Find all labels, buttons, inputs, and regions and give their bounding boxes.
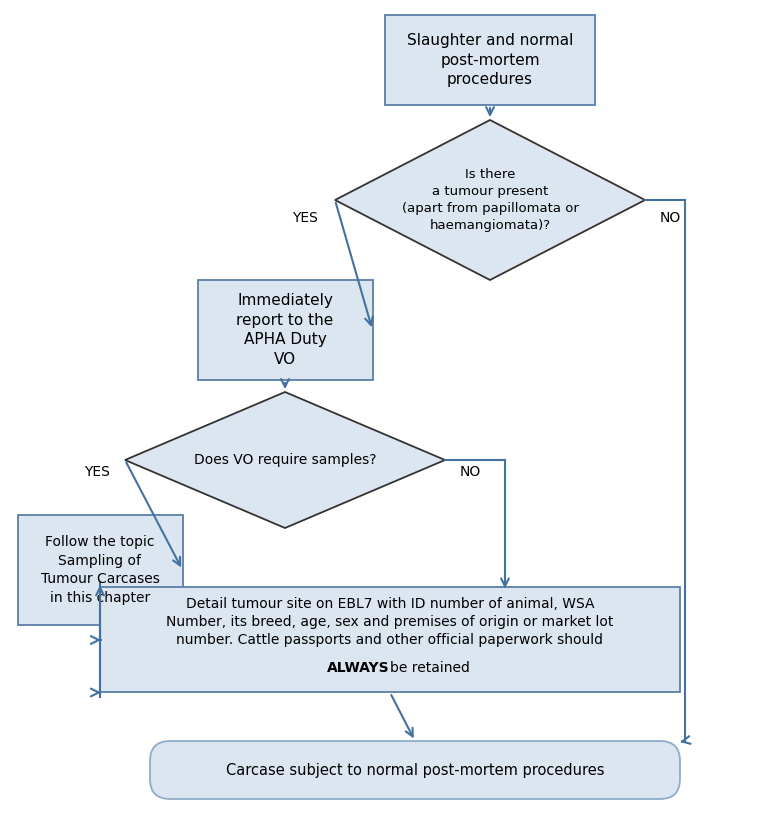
Text: Follow the topic
Sampling of
Tumour Carcases
in this chapter: Follow the topic Sampling of Tumour Carc…: [41, 535, 160, 604]
Text: Slaughter and normal
post-mortem
procedures: Slaughter and normal post-mortem procedu…: [407, 32, 573, 87]
Text: ALWAYS: ALWAYS: [326, 661, 389, 675]
FancyBboxPatch shape: [197, 280, 372, 380]
Polygon shape: [125, 392, 445, 528]
Text: Does VO require samples?: Does VO require samples?: [194, 453, 376, 467]
Text: Is there
a tumour present
(apart from papillomata or
haemangiomata)?: Is there a tumour present (apart from pa…: [402, 168, 578, 232]
Text: Immediately
report to the
APHA Duty
VO: Immediately report to the APHA Duty VO: [237, 293, 333, 367]
FancyBboxPatch shape: [385, 15, 595, 105]
Text: NO: NO: [460, 465, 482, 479]
Text: YES: YES: [292, 211, 318, 225]
Text: NO: NO: [660, 211, 681, 225]
Text: be retained: be retained: [390, 661, 470, 675]
FancyBboxPatch shape: [150, 741, 680, 799]
Text: Carcase subject to normal post-mortem procedures: Carcase subject to normal post-mortem pr…: [226, 763, 604, 778]
Text: YES: YES: [84, 465, 110, 479]
FancyBboxPatch shape: [100, 588, 680, 692]
FancyBboxPatch shape: [18, 515, 183, 625]
Polygon shape: [335, 120, 645, 280]
Text: Detail tumour site on EBL7 with ID number of animal, WSA
Number, its breed, age,: Detail tumour site on EBL7 with ID numbe…: [167, 597, 614, 647]
